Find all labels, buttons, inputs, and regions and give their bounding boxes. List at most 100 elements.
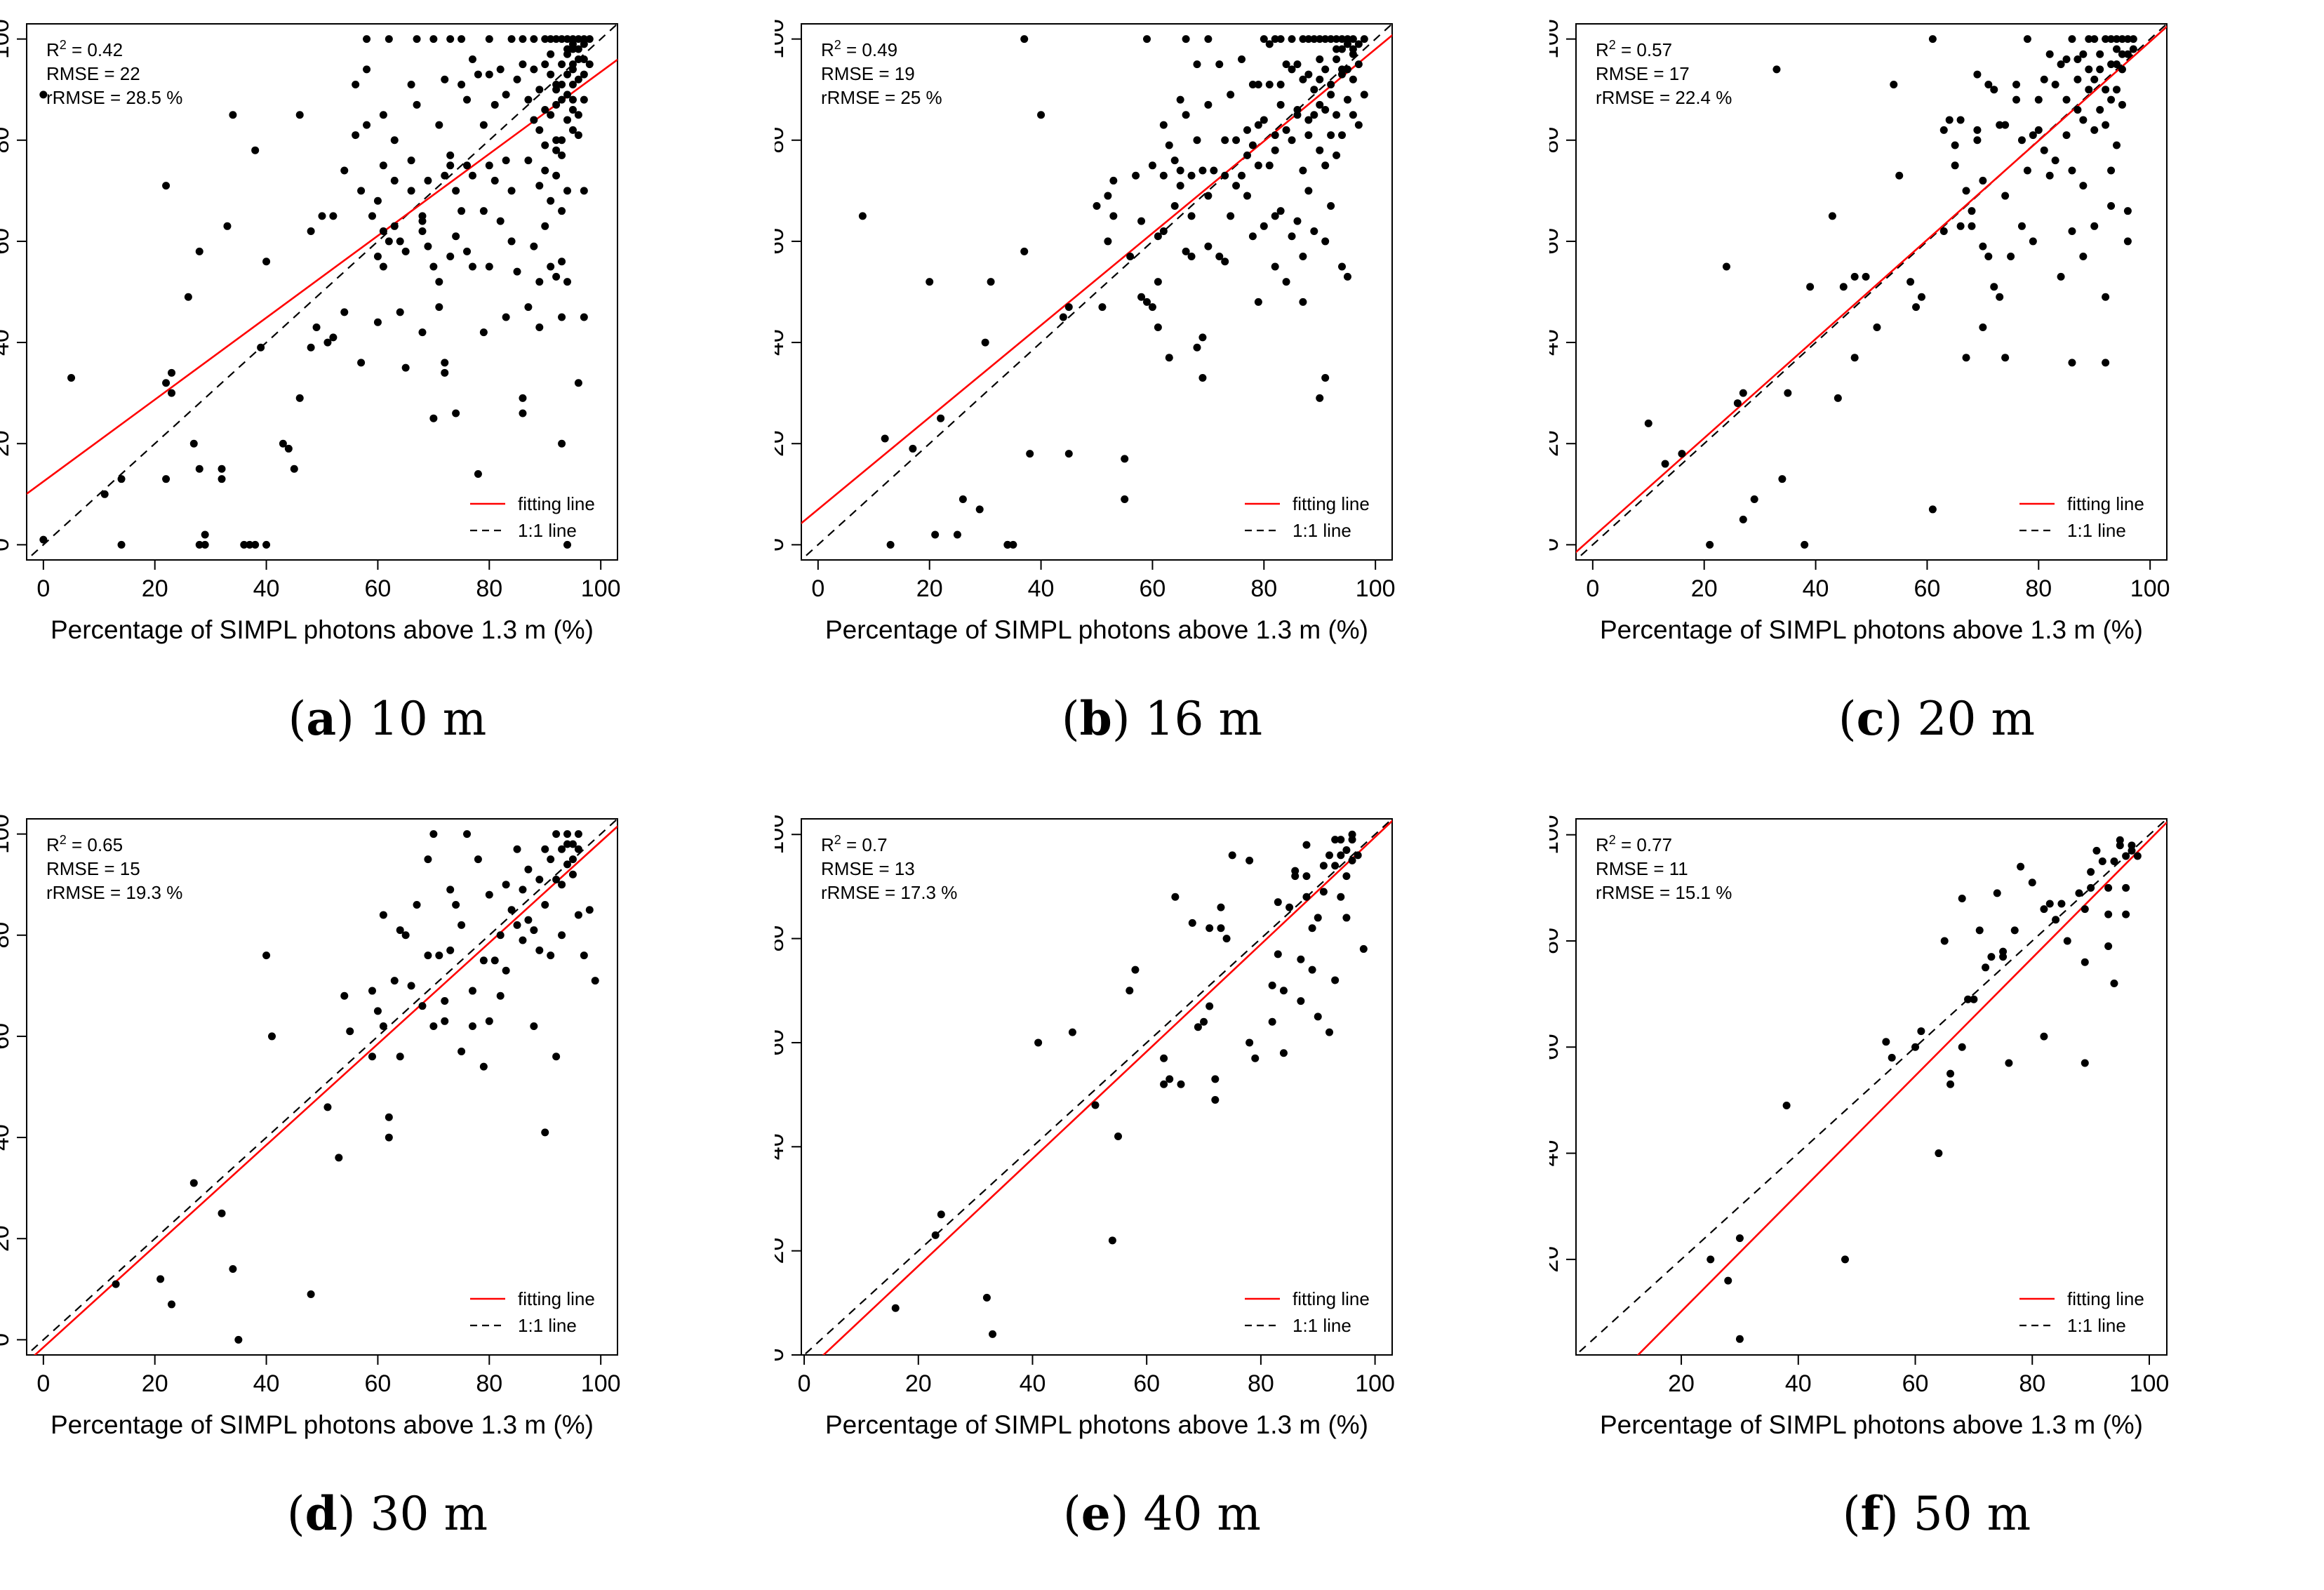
data-point xyxy=(1310,86,1318,94)
legend-fit-label: fitting line xyxy=(1293,493,1370,514)
data-point xyxy=(195,465,203,473)
data-point xyxy=(568,60,577,69)
data-point xyxy=(519,936,527,944)
data-point xyxy=(535,126,544,134)
data-point xyxy=(1271,131,1279,140)
data-point xyxy=(2081,905,2089,914)
data-point xyxy=(2102,121,2110,129)
data-point xyxy=(2079,50,2088,58)
data-point xyxy=(1304,187,1313,195)
data-point xyxy=(1064,450,1073,458)
data-point xyxy=(1299,166,1307,175)
x-tick-label: 80 xyxy=(1250,575,1277,602)
data-point xyxy=(513,75,521,83)
data-point xyxy=(574,911,582,919)
data-point xyxy=(373,318,382,326)
data-point xyxy=(1834,394,1842,402)
data-point xyxy=(424,951,432,960)
x-axis-label: Percentage of SIMPL photons above 1.3 m … xyxy=(1600,615,2143,644)
data-point xyxy=(1248,232,1257,241)
data-point xyxy=(1268,981,1276,989)
data-point xyxy=(117,540,126,549)
y-tick-label: 100 xyxy=(775,19,789,59)
data-point xyxy=(1093,201,1101,210)
data-point xyxy=(1293,217,1302,225)
data-point xyxy=(881,434,889,443)
data-point xyxy=(502,881,510,889)
data-point xyxy=(547,196,555,205)
y-tick-label: 40 xyxy=(0,1124,14,1151)
data-point xyxy=(1850,354,1859,362)
data-point xyxy=(1217,924,1225,933)
data-point xyxy=(390,136,399,145)
data-point xyxy=(67,374,76,382)
data-point xyxy=(1360,91,1368,99)
data-point xyxy=(162,182,171,190)
data-point xyxy=(441,996,449,1005)
data-point xyxy=(1299,253,1307,261)
data-point xyxy=(1165,354,1173,362)
data-point xyxy=(2104,942,2113,951)
caption-paren: ( xyxy=(1842,1487,1861,1541)
data-point xyxy=(563,91,572,99)
data-point xyxy=(418,1002,427,1010)
data-point xyxy=(1973,70,1982,79)
data-point xyxy=(1198,374,1207,382)
caption-text: 40 m xyxy=(1128,1487,1262,1541)
data-point xyxy=(2073,106,2082,114)
y-tick-label: 20 xyxy=(1549,1246,1563,1273)
x-tick-label: 100 xyxy=(581,1370,621,1397)
data-point xyxy=(2001,192,2010,200)
data-point xyxy=(2085,86,2093,94)
data-point xyxy=(363,35,371,44)
y-tick-label: 60 xyxy=(1549,1034,1563,1060)
data-point xyxy=(1308,924,1316,933)
y-tick-label: 100 xyxy=(1549,815,1563,855)
data-point xyxy=(2104,883,2113,892)
x-tick-label: 80 xyxy=(1248,1370,1274,1397)
data-point xyxy=(262,951,271,960)
data-point xyxy=(379,1022,387,1031)
data-point xyxy=(1121,495,1129,504)
data-point xyxy=(2096,106,2104,114)
data-point xyxy=(982,1293,991,1302)
data-point xyxy=(1204,35,1213,44)
caption-text: 20 m xyxy=(1902,692,2036,746)
data-point xyxy=(1979,242,1987,250)
rrmse-stat: rRMSE = 15.1 % xyxy=(1596,882,1732,903)
data-point xyxy=(2051,156,2059,165)
legend-fit-label: fitting line xyxy=(2067,493,2144,514)
data-point xyxy=(507,237,516,246)
data-point xyxy=(485,262,493,271)
data-point xyxy=(1171,893,1180,901)
data-point xyxy=(2113,60,2121,69)
y-tick-label: 60 xyxy=(0,1023,14,1050)
data-point xyxy=(563,116,572,124)
fitting-line xyxy=(33,825,617,1355)
data-point xyxy=(195,247,203,255)
data-point xyxy=(424,242,432,250)
data-point xyxy=(1215,60,1224,69)
data-point xyxy=(1302,841,1311,849)
data-point xyxy=(568,855,577,864)
legend-one-to-one-label: 1:1 line xyxy=(518,520,577,541)
x-tick-label: 80 xyxy=(2019,1370,2045,1397)
data-point xyxy=(1678,450,1686,458)
data-point xyxy=(189,439,198,448)
data-point xyxy=(541,141,549,149)
data-point xyxy=(591,977,599,985)
data-point xyxy=(552,146,561,154)
data-point xyxy=(1338,35,1347,44)
data-point xyxy=(558,931,566,940)
data-point xyxy=(2118,50,2126,58)
data-point xyxy=(385,1133,393,1142)
data-point xyxy=(552,272,561,281)
data-point xyxy=(318,212,326,220)
plot-area xyxy=(27,24,617,560)
data-point xyxy=(2128,841,2136,850)
data-point xyxy=(496,65,505,74)
data-point xyxy=(1271,212,1279,220)
y-tick-label: 60 xyxy=(0,228,14,255)
data-point xyxy=(568,870,577,878)
data-point xyxy=(1227,212,1235,220)
